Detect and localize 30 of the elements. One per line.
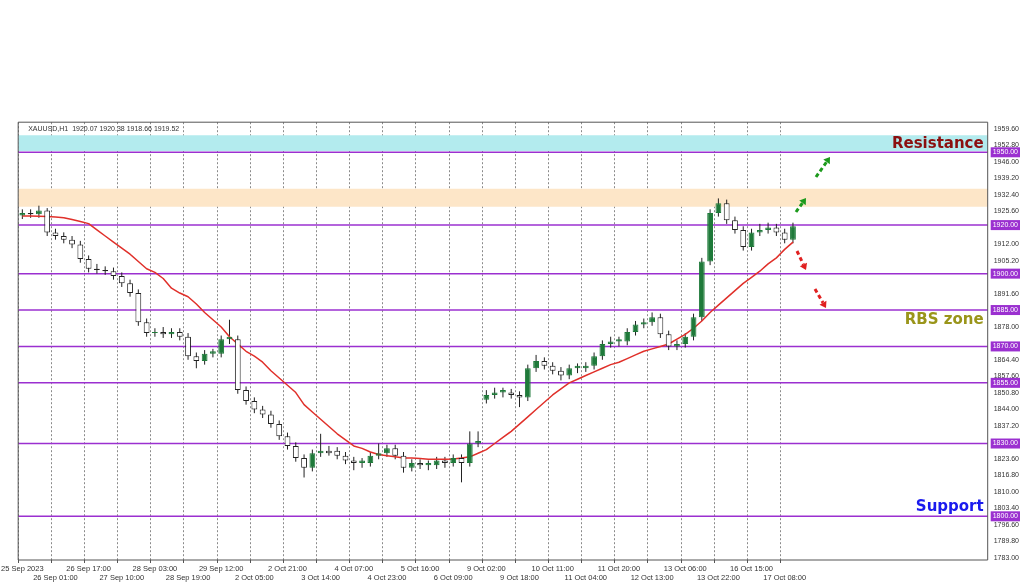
candlestick xyxy=(44,207,51,237)
candlestick xyxy=(558,366,564,381)
candlestick xyxy=(243,385,249,406)
candlestick xyxy=(185,332,191,361)
candlestick xyxy=(218,335,225,358)
annotation: Support xyxy=(915,496,984,515)
candlestick xyxy=(301,453,307,478)
candlestick xyxy=(616,336,622,347)
candlestick xyxy=(466,430,473,468)
candlestick xyxy=(69,235,75,249)
annotation: Resistance xyxy=(891,133,984,152)
candlestick xyxy=(309,449,316,472)
candlestick xyxy=(715,197,722,218)
candlestick xyxy=(665,330,672,351)
candlestick xyxy=(533,354,539,373)
candlestick xyxy=(500,387,506,398)
candlestick xyxy=(276,419,283,441)
candlestick xyxy=(143,318,150,338)
candlestick xyxy=(740,225,747,252)
candlestick xyxy=(723,199,730,225)
candlestick xyxy=(649,311,655,327)
candlestick xyxy=(77,240,84,264)
candlestick xyxy=(384,444,390,458)
candlestick xyxy=(657,313,664,339)
annotation: RBS zone xyxy=(904,309,984,328)
candlestick xyxy=(599,339,606,361)
candlestick xyxy=(790,222,796,244)
candlestick xyxy=(475,430,481,448)
candlestick xyxy=(210,348,216,358)
candlestick xyxy=(292,441,299,463)
